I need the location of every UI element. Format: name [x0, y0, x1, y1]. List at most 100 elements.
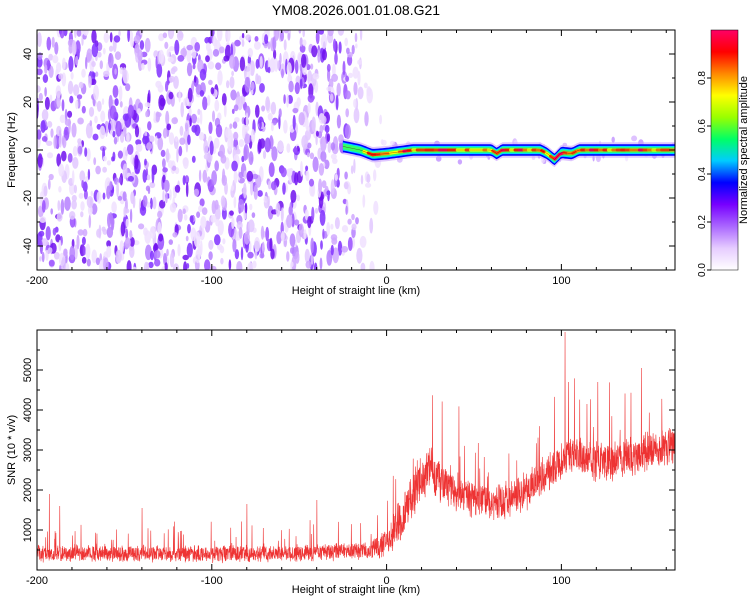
spectrogram-noise-blob: [143, 169, 147, 182]
spectrogram-noise-blob: [351, 224, 356, 231]
spectrogram-noise-blob: [148, 262, 153, 268]
spectrogram-noise-blob: [269, 162, 275, 177]
spectrogram-noise-blob: [121, 222, 125, 237]
spectrogram-noise-blob: [353, 82, 357, 95]
spectrogram-noise-blob: [97, 52, 101, 58]
spectrogram-noise-blob: [271, 102, 276, 115]
spectrogram-noise-blob: [162, 167, 168, 172]
colorbar: 0.00.20.40.60.8 Normalized spectral ampl…: [697, 30, 750, 277]
spectrogram-noise-blob: [339, 41, 342, 53]
spectrogram-noise-blob: [210, 266, 217, 272]
spectrogram-noise-blob: [106, 186, 110, 200]
spectrogram-noise-blob: [145, 111, 148, 117]
spectrogram-noise-blob: [177, 55, 184, 62]
spectrogram-noise-blob: [64, 197, 71, 211]
spectrogram-noise-blob: [125, 150, 128, 157]
spectrogram-noise-blob: [327, 64, 331, 72]
spectrogram-noise-blob: [107, 160, 111, 165]
spectrogram-noise-blob: [122, 67, 127, 81]
spectrogram-noise-blob: [351, 214, 355, 220]
spectrogram-noise-blob: [292, 108, 298, 113]
spectrogram-noise-blob: [166, 249, 169, 256]
spectrogram-noise-blob: [344, 172, 348, 180]
spectrogram-noise-blob: [113, 85, 119, 98]
spectrogram-noise-blob: [53, 135, 56, 148]
spectrogram-noise-blob: [279, 108, 282, 118]
spectrogram-noise-blob: [91, 61, 96, 67]
spectrogram-noise-blob: [37, 32, 42, 47]
spectrogram-noise-blob: [47, 121, 52, 128]
spectrogram-noise-blob: [186, 236, 189, 242]
spectrogram-noise-blob: [112, 131, 115, 138]
spectrogram-noise-blob: [217, 27, 223, 42]
spectrogram-noise-blob: [270, 249, 274, 260]
spectrogram-noise-blob: [77, 138, 81, 144]
spectrogram-noise-blob: [238, 199, 244, 213]
spectrogram-noise-blob: [213, 49, 219, 57]
spectrogram-noise-blob: [320, 240, 323, 250]
spectrogram-noise-blob: [150, 251, 154, 261]
spectrogram-noise-blob: [222, 175, 227, 186]
spectrogram-noise-blob: [199, 132, 205, 140]
spectrogram-noise-blob: [73, 84, 79, 96]
spectrogram-noise-blob: [231, 217, 234, 229]
spectrogram-noise-blob: [265, 227, 269, 241]
spectrogram-noise-blob: [82, 237, 86, 245]
spectrogram-noise-blob: [206, 42, 211, 51]
y-tick-label: -20: [22, 190, 34, 206]
spectrogram-noise-blob: [345, 90, 351, 99]
spectrogram-noise-blob: [162, 158, 166, 168]
spectrogram-noise-blob: [259, 253, 264, 259]
spectrogram-noise-blob: [128, 176, 134, 182]
spectrogram-noise-blob: [127, 260, 132, 274]
spectrogram-noise-blob: [58, 186, 61, 193]
spectrogram-noise-blob: [345, 206, 348, 215]
spectrogram-noise-blob: [199, 170, 201, 182]
spectrogram-noise-blob: [69, 211, 75, 220]
spectrogram-noise-blob: [260, 56, 263, 68]
spectrogram-noise-blob: [283, 94, 286, 104]
spectrogram-noise-blob: [49, 174, 54, 180]
spectrogram-noise-blob: [343, 61, 346, 76]
spectrogram-noise-blob: [163, 128, 167, 139]
spectrogram-noise-blob: [223, 55, 229, 61]
spectrogram-noise-blob: [68, 81, 73, 95]
spectrogram-noise-blob: [119, 177, 122, 184]
spectrogram-noise-blob: [126, 133, 130, 143]
spectrogram-noise-blob: [310, 153, 314, 160]
spectrogram-noise-blob: [109, 46, 113, 52]
snr-x-label: Height of straight line (km): [292, 584, 420, 596]
spectrogram-noise-blob: [175, 185, 180, 193]
spectrogram-noise-blob: [215, 38, 218, 46]
spectrogram-noise-blob: [62, 99, 65, 111]
spectrogram-noise-blob: [141, 63, 145, 70]
spectrogram-noise-blob: [286, 94, 289, 108]
spectrogram-noise-blob: [44, 87, 47, 97]
spectrogram-noise-blob: [351, 165, 354, 174]
spectrogram-noise-blob: [310, 64, 313, 70]
spectrogram-noise-blob: [140, 40, 144, 50]
spectrogram-noise-blob: [243, 125, 249, 132]
spectrogram-noise-blob: [305, 117, 308, 130]
spectrogram-noise-blob: [244, 147, 247, 161]
spectrogram-noise-blob: [284, 39, 287, 50]
spectrogram-noise-blob: [320, 151, 326, 162]
spectrogram-noise-blob: [211, 170, 217, 185]
spectrogram-noise-blob: [183, 98, 189, 107]
spectrogram-noise-blob: [308, 94, 315, 102]
spectrogram-noise-blob: [38, 153, 43, 168]
spectrogram-noise-blob: [358, 87, 364, 100]
spectrogram-noise-blob: [44, 64, 47, 74]
spectrogram-noise-blob: [170, 203, 176, 213]
spectrogram-noise-blob: [87, 48, 93, 61]
spectrogram-noise-blob: [217, 70, 222, 85]
spectrogram-noise-blob: [186, 49, 191, 62]
spectrogram-noise-blob: [271, 181, 276, 190]
spectrogram-noise-blob: [287, 62, 292, 76]
spectrogram-noise-blob: [231, 161, 238, 172]
spectrogram-noise-blob: [180, 126, 184, 136]
spectrogram-noise-blob: [79, 82, 84, 89]
spectrogram-noise-blob: [93, 134, 99, 141]
spectrogram-noise-blob: [184, 214, 188, 220]
colorbar-tick-label: 0.4: [697, 167, 708, 181]
